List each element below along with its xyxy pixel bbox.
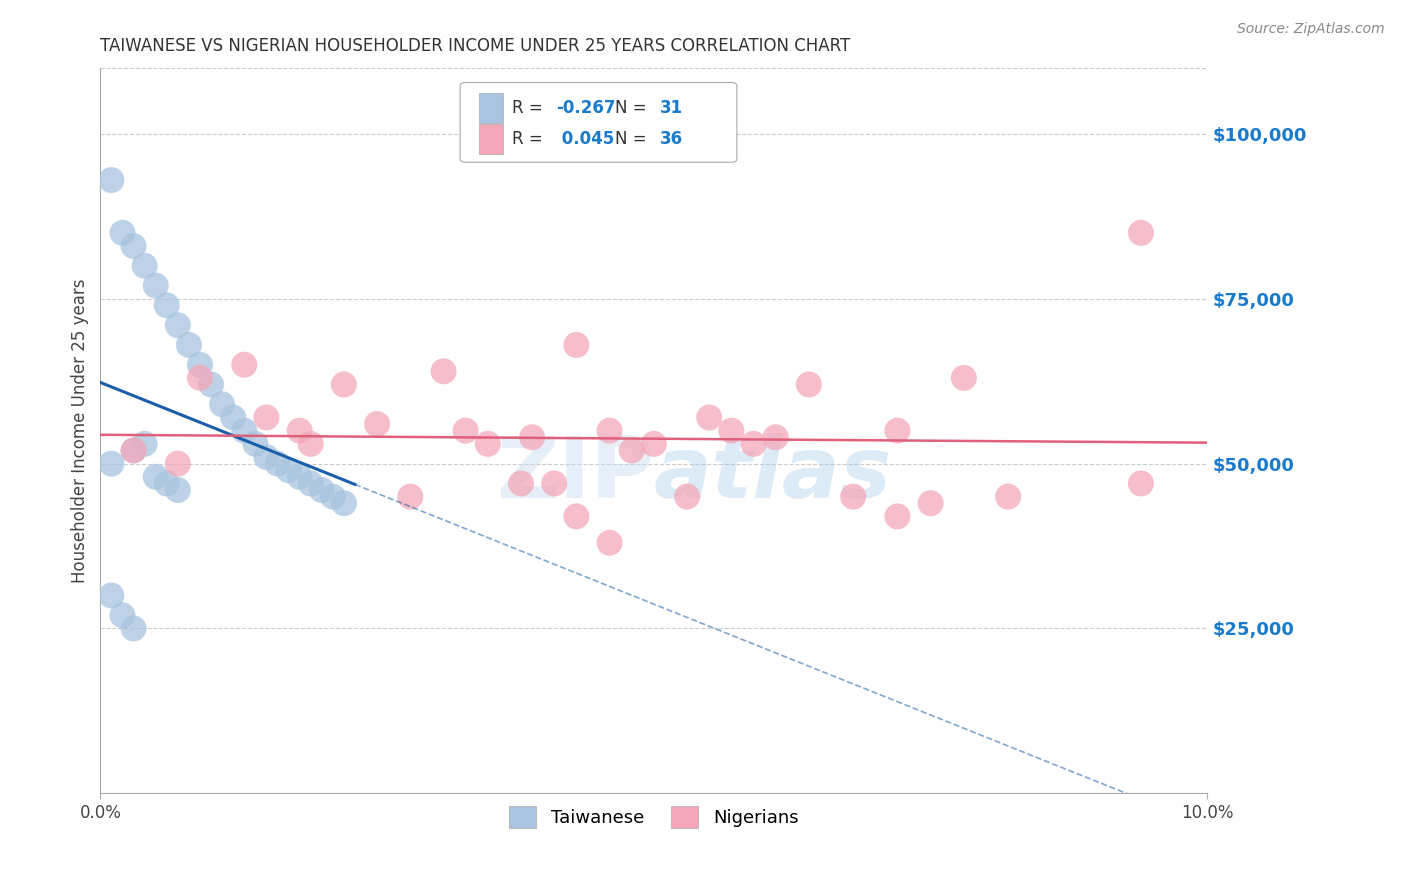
Text: N =: N = bbox=[616, 99, 652, 117]
Point bbox=[565, 509, 588, 524]
FancyBboxPatch shape bbox=[479, 124, 503, 154]
Point bbox=[122, 239, 145, 253]
Point bbox=[111, 226, 134, 240]
Point bbox=[543, 476, 565, 491]
Point bbox=[599, 424, 621, 438]
Point bbox=[134, 437, 156, 451]
Point bbox=[100, 589, 122, 603]
Point bbox=[211, 397, 233, 411]
Text: TAIWANESE VS NIGERIAN HOUSEHOLDER INCOME UNDER 25 YEARS CORRELATION CHART: TAIWANESE VS NIGERIAN HOUSEHOLDER INCOME… bbox=[100, 37, 851, 55]
Point bbox=[620, 443, 643, 458]
Point bbox=[100, 457, 122, 471]
Point bbox=[266, 457, 288, 471]
Point bbox=[953, 371, 976, 385]
FancyBboxPatch shape bbox=[479, 93, 503, 123]
Text: 36: 36 bbox=[659, 130, 682, 148]
Legend: Taiwanese, Nigerians: Taiwanese, Nigerians bbox=[502, 798, 806, 835]
Point bbox=[166, 483, 188, 497]
Point bbox=[520, 430, 543, 444]
Point bbox=[122, 443, 145, 458]
Point bbox=[156, 298, 179, 312]
Point bbox=[510, 476, 533, 491]
Point bbox=[100, 173, 122, 187]
Point bbox=[288, 470, 311, 484]
Text: N =: N = bbox=[616, 130, 652, 148]
Point bbox=[311, 483, 333, 497]
Y-axis label: Householder Income Under 25 years: Householder Income Under 25 years bbox=[72, 278, 89, 582]
Point bbox=[322, 490, 344, 504]
Point bbox=[245, 437, 267, 451]
Text: R =: R = bbox=[512, 99, 548, 117]
Text: -0.267: -0.267 bbox=[557, 99, 616, 117]
Point bbox=[134, 259, 156, 273]
Point bbox=[166, 318, 188, 333]
Point bbox=[1130, 226, 1153, 240]
Point bbox=[200, 377, 222, 392]
Point bbox=[233, 424, 256, 438]
Point bbox=[454, 424, 477, 438]
Text: atlas: atlas bbox=[654, 433, 891, 516]
Point bbox=[742, 437, 765, 451]
Point bbox=[166, 457, 188, 471]
Point bbox=[1130, 476, 1153, 491]
Point bbox=[765, 430, 787, 444]
Point bbox=[477, 437, 499, 451]
Point bbox=[111, 608, 134, 623]
Point bbox=[997, 490, 1019, 504]
Point bbox=[254, 450, 277, 464]
Point bbox=[697, 410, 720, 425]
Point bbox=[643, 437, 665, 451]
Point bbox=[333, 377, 356, 392]
Point bbox=[254, 410, 277, 425]
Point bbox=[122, 622, 145, 636]
Point bbox=[676, 490, 699, 504]
Point bbox=[288, 424, 311, 438]
Point bbox=[720, 424, 742, 438]
Point bbox=[299, 437, 322, 451]
Point bbox=[277, 463, 299, 477]
Point bbox=[177, 338, 200, 352]
Point bbox=[797, 377, 820, 392]
Point bbox=[599, 535, 621, 549]
Text: ZIP: ZIP bbox=[496, 433, 654, 516]
Point bbox=[188, 358, 211, 372]
Point bbox=[366, 417, 388, 431]
Point bbox=[399, 490, 422, 504]
Point bbox=[432, 364, 454, 378]
Point bbox=[920, 496, 942, 510]
Point bbox=[122, 443, 145, 458]
Text: Source: ZipAtlas.com: Source: ZipAtlas.com bbox=[1237, 22, 1385, 37]
Point bbox=[145, 470, 167, 484]
Point bbox=[842, 490, 865, 504]
Point bbox=[886, 424, 908, 438]
Point bbox=[333, 496, 356, 510]
Point bbox=[233, 358, 256, 372]
Point bbox=[222, 410, 245, 425]
Text: 31: 31 bbox=[659, 99, 682, 117]
FancyBboxPatch shape bbox=[460, 82, 737, 162]
Point bbox=[145, 278, 167, 293]
Text: R =: R = bbox=[512, 130, 548, 148]
Point bbox=[156, 476, 179, 491]
Point bbox=[188, 371, 211, 385]
Point bbox=[886, 509, 908, 524]
Text: 0.045: 0.045 bbox=[557, 130, 614, 148]
Point bbox=[299, 476, 322, 491]
Point bbox=[565, 338, 588, 352]
